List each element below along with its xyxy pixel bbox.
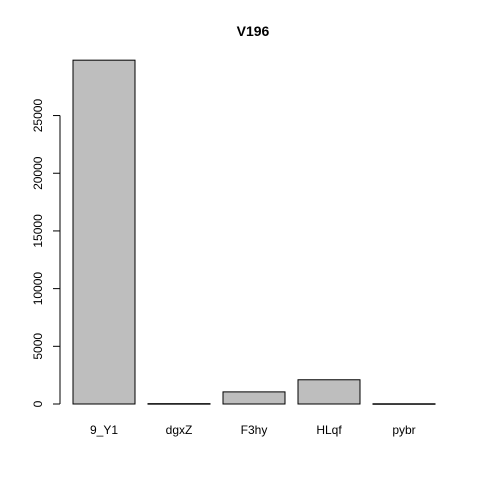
bar-dgxZ bbox=[148, 404, 210, 405]
x-tick-label: F3hy bbox=[241, 423, 268, 437]
x-tick-label: HLqf bbox=[316, 423, 342, 437]
y-tick-label: 0 bbox=[31, 400, 45, 407]
y-tick-label: 10000 bbox=[31, 272, 45, 306]
bar-9_Y1 bbox=[73, 60, 135, 404]
bar-pybr bbox=[373, 404, 435, 405]
y-tick-label: 5000 bbox=[31, 333, 45, 360]
bar-F3hy bbox=[223, 392, 285, 404]
y-axis: 0 5000 10000 15000 20000 25000 bbox=[31, 99, 60, 408]
chart-title: V196 bbox=[237, 23, 270, 39]
y-tick-label: 25000 bbox=[31, 99, 45, 133]
x-axis-labels: 9_Y1 dgxZ F3hy HLqf pybr bbox=[90, 423, 416, 437]
y-tick-label: 15000 bbox=[31, 214, 45, 248]
y-tick-label: 20000 bbox=[31, 156, 45, 190]
bar-HLqf bbox=[298, 380, 360, 404]
x-tick-label: 9_Y1 bbox=[90, 423, 118, 437]
x-tick-label: pybr bbox=[392, 423, 415, 437]
bars-group bbox=[73, 60, 435, 404]
x-tick-label: dgxZ bbox=[166, 423, 193, 437]
